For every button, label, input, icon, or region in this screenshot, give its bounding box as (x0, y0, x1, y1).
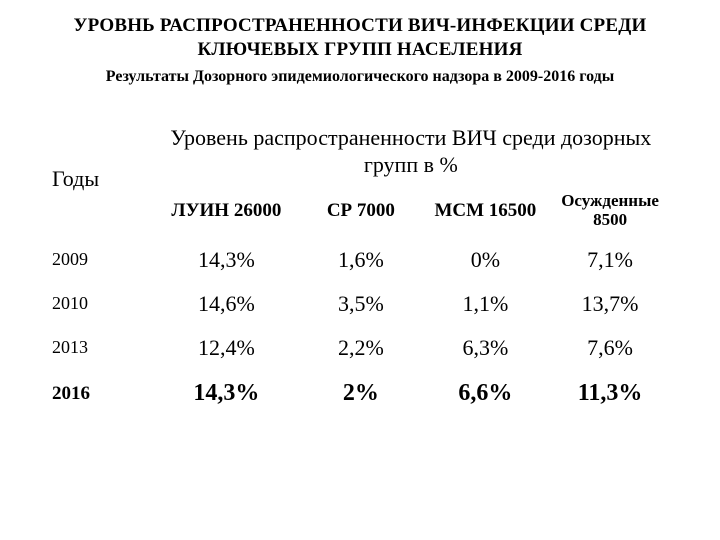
col-header-2: СР 7000 (301, 184, 421, 238)
table-row: 2016 14,3% 2% 6,6% 11,3% (50, 370, 670, 418)
page-subtitle: Результаты Дозорного эпидемиологического… (40, 68, 680, 86)
col-header-4-line-1: Осужденные (561, 191, 659, 210)
value-cell: 6,3% (421, 326, 551, 370)
table-row: 2013 12,4% 2,2% 6,3% 7,6% (50, 326, 670, 370)
year-cell: 2009 (50, 238, 152, 282)
value-cell: 12,4% (152, 326, 301, 370)
span-header: Уровень распространенности ВИЧ среди доз… (152, 120, 670, 184)
value-cell: 14,3% (152, 370, 301, 418)
span-header-line-1: Уровень распространенности ВИЧ среди доз… (170, 125, 651, 150)
table-row: 2009 14,3% 1,6% 0% 7,1% (50, 238, 670, 282)
table-row: 2010 14,6% 3,5% 1,1% 13,7% (50, 282, 670, 326)
value-cell: 2,2% (301, 326, 421, 370)
value-cell: 3,5% (301, 282, 421, 326)
col-header-4-line-2: 8500 (593, 210, 627, 229)
value-cell: 13,7% (550, 282, 670, 326)
value-cell: 6,6% (421, 370, 551, 418)
value-cell: 1,6% (301, 238, 421, 282)
span-header-line-2: групп в % (364, 152, 458, 177)
value-cell: 1,1% (421, 282, 551, 326)
page-title: УРОВНЬ РАСПРОСТРАНЕННОСТИ ВИЧ-ИНФЕКЦИИ С… (40, 14, 680, 62)
slide: УРОВНЬ РАСПРОСТРАНЕННОСТИ ВИЧ-ИНФЕКЦИИ С… (0, 0, 720, 540)
title-line-1: УРОВНЬ РАСПРОСТРАНЕННОСТИ ВИЧ-ИНФЕКЦИИ С… (74, 15, 647, 36)
col-header-1: ЛУИН 26000 (152, 184, 301, 238)
col-header-3: МСМ 16500 (421, 184, 551, 238)
col-header-4: Осужденные 8500 (550, 184, 670, 238)
value-cell: 0% (421, 238, 551, 282)
value-cell: 14,3% (152, 238, 301, 282)
title-line-2: КЛЮЧЕВЫХ ГРУПП НАСЕЛЕНИЯ (197, 39, 522, 60)
year-cell: 2016 (50, 370, 152, 418)
table-header-row-1: Годы Уровень распространенности ВИЧ сред… (50, 120, 670, 184)
value-cell: 11,3% (550, 370, 670, 418)
years-header: Годы (50, 120, 152, 238)
value-cell: 2% (301, 370, 421, 418)
value-cell: 14,6% (152, 282, 301, 326)
year-cell: 2010 (50, 282, 152, 326)
value-cell: 7,6% (550, 326, 670, 370)
data-table: Годы Уровень распространенности ВИЧ сред… (50, 120, 670, 418)
value-cell: 7,1% (550, 238, 670, 282)
year-cell: 2013 (50, 326, 152, 370)
